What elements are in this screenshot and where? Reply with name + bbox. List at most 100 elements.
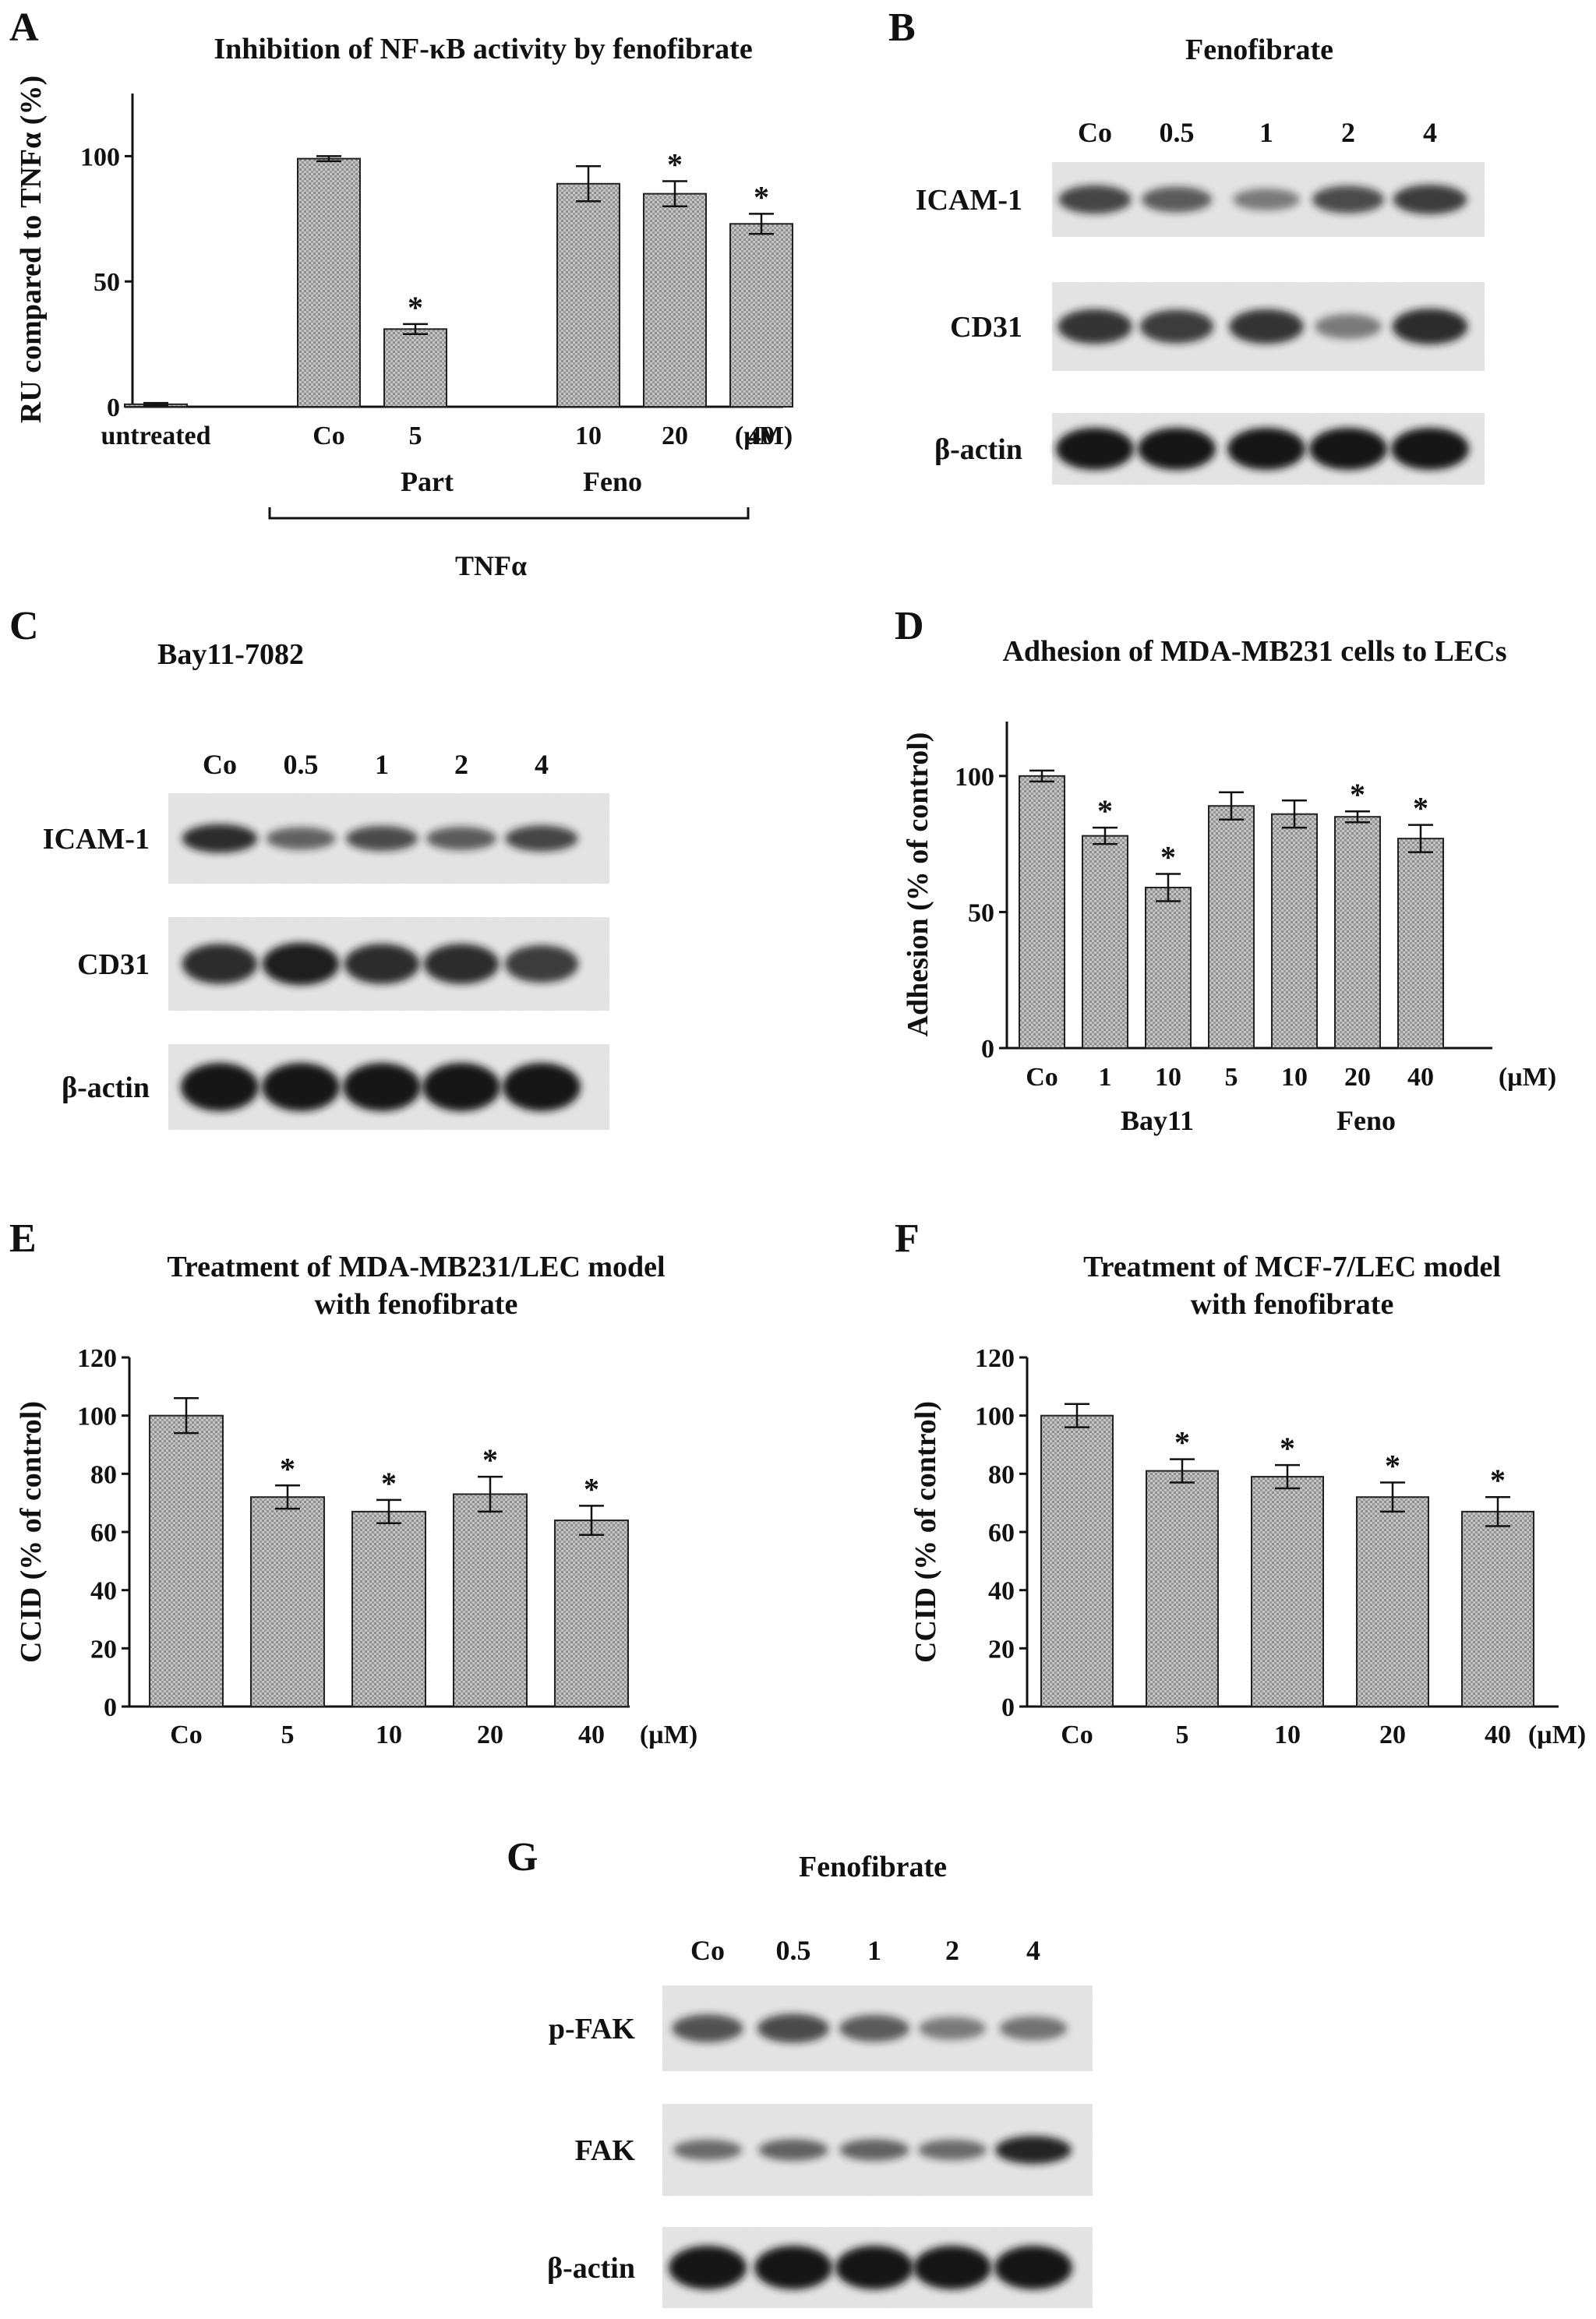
y-tick-label: 0 [981,1035,994,1064]
x-tick-label: 20 [477,1721,503,1749]
blot-band [1058,185,1132,214]
bar [1334,816,1381,1050]
blot-band [423,944,500,984]
x-tick-label: untreated [101,422,210,450]
x-tick-label: 20 [1379,1721,1406,1749]
significance-star: * [1385,1449,1400,1484]
blot-c: Bay11-7082 Co 0.5 1 2 4 ICAM-1 CD31 β-actin [43,638,609,1130]
x-tick-label: 5 [281,1721,295,1749]
blot-band [266,827,336,850]
chart-d: Adhesion of MDA-MB231 cells to LECs Adhes… [902,635,1556,1136]
blot-band [344,944,420,984]
x-tick-label: Co [1026,1063,1058,1092]
blot-band [835,2246,913,2289]
x-tick-label: 5 [1176,1721,1189,1749]
bar [1461,1510,1534,1708]
bar [1082,835,1128,1050]
y-tick-label: 20 [90,1635,117,1664]
lane-label: 2 [945,1935,959,1966]
y-tick-label: 100 [955,763,994,792]
y-tick-label: 60 [988,1519,1015,1548]
bar [1019,775,1065,1049]
bar [1146,1470,1219,1707]
chart-title: Treatment of MCF-7/LEC model [1083,1251,1501,1283]
bar [149,1414,224,1707]
blot-row-label: β-actin [547,2252,635,2285]
blot-band [503,1063,581,1111]
lane-label: 1 [375,749,389,780]
x-tick-label: 10 [1281,1063,1308,1092]
significance-star: * [584,1471,599,1506]
bar [297,157,361,408]
chart-f: Treatment of MCF-7/LEC model with fenofib… [909,1251,1586,1749]
bar [1208,805,1255,1050]
chart-title: with fenofibrate [1191,1288,1394,1321]
group-label: Feno [583,466,642,497]
x-tick-label: 40 [1407,1063,1434,1092]
x-tick-label: 40 [578,1721,605,1749]
blot-band [1056,428,1134,470]
blot-band [345,825,418,852]
x-tick-label: 40 [1485,1721,1511,1749]
panel-letter-c: C [9,604,39,648]
x-tick-label: 10 [1155,1063,1181,1092]
blot-b: Fenofibrate Co 0.5 1 2 4 ICAM-1 CD31 β-actin [916,34,1485,485]
blot-title: Fenofibrate [799,1851,947,1883]
y-axis-label: CCID (% of control) [15,1401,48,1663]
x-tick-label: 10 [575,422,602,450]
y-tick-label: 0 [104,1693,117,1722]
unit-label: (µM) [1528,1721,1586,1749]
lane-label: Co [690,1935,725,1966]
lane-label: 4 [1026,1935,1040,1966]
lane-label: 0.5 [776,1935,811,1966]
x-tick-label: Co [1061,1721,1093,1749]
blot-row-label: β-actin [934,433,1022,466]
y-axis-label: CCID (% of control) [909,1401,942,1663]
x-tick-label: 10 [376,1721,402,1749]
chart-e: Treatment of MDA-MB231/LEC model with fen… [15,1251,697,1749]
blot-row-label: FAK [575,2134,636,2167]
blot-band [182,824,258,853]
significance-star: * [482,1442,498,1477]
bar [250,1496,325,1707]
lane-label: 0.5 [1160,117,1195,148]
lane-label: Co [203,749,237,780]
blot-row-label: p-FAK [549,2013,636,2045]
blot-band [181,1063,259,1111]
blot-band [1058,309,1132,344]
lane-label: 4 [1423,117,1437,148]
group-label: Part [401,466,454,497]
chart-title: Adhesion of MDA-MB231 cells to LECs [1002,635,1506,668]
blot-row-label: ICAM-1 [916,184,1022,217]
y-tick-label: 20 [988,1635,1015,1664]
lane-label: 4 [535,749,549,780]
panel-letter-f: F [895,1216,920,1261]
y-tick-label: 60 [90,1519,117,1548]
significance-star: * [1097,793,1113,828]
y-tick-label: 50 [968,898,994,927]
lane-label: Co [1078,117,1112,148]
bar [643,192,707,408]
blot-band [1233,188,1300,211]
y-tick-label: 50 [94,268,120,297]
blot-band [1138,428,1216,470]
blot-title: Bay11-7082 [157,638,304,671]
panel-letter-a: A [9,5,39,50]
bar [554,1520,629,1707]
blot-band [425,826,497,851]
x-tick-label: Co [312,422,345,450]
bar [1251,1476,1324,1707]
group-label: Bay11 [1121,1105,1194,1136]
significance-star: * [1350,777,1365,812]
y-tick-label: 100 [80,143,120,171]
bar [453,1493,528,1707]
blot-band [1141,186,1213,213]
y-tick-label: 120 [77,1344,117,1373]
blot-band [913,2246,991,2289]
x-tick-label: 20 [1344,1063,1371,1092]
panel-letter-b: B [888,5,916,50]
lane-label: 1 [1259,117,1273,148]
y-tick-label: 40 [988,1577,1015,1606]
bracket-label: TNFα [455,550,527,581]
